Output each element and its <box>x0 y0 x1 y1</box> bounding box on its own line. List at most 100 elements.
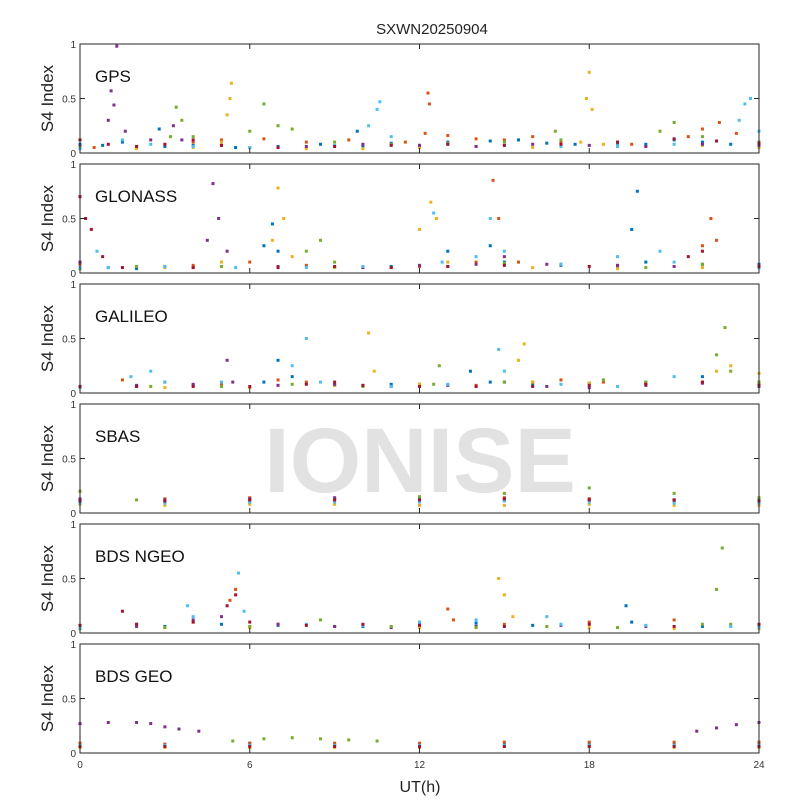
data-point <box>347 138 351 142</box>
data-point <box>502 503 506 507</box>
data-point <box>531 380 535 384</box>
data-point <box>248 744 252 748</box>
data-point <box>474 262 478 266</box>
data-point <box>191 144 195 148</box>
data-point <box>502 491 506 495</box>
data-point <box>290 127 294 131</box>
panel-gps: 0 0.5 1 S4 Index GPS <box>38 40 761 160</box>
data-point <box>672 260 676 264</box>
data-point <box>174 105 178 109</box>
data-point <box>378 100 382 104</box>
data-point <box>389 135 393 139</box>
series-4 <box>78 182 761 270</box>
data-point <box>474 144 478 148</box>
data-point <box>180 138 184 142</box>
data-point <box>276 124 280 128</box>
x-tick-label: 24 <box>753 760 765 771</box>
data-point <box>511 615 515 619</box>
data-point <box>304 382 308 386</box>
data-point <box>644 382 648 386</box>
data-point <box>616 267 620 271</box>
data-point <box>418 146 421 150</box>
data-point <box>715 726 719 730</box>
data-point <box>333 260 337 264</box>
data-point <box>474 384 478 388</box>
data-point <box>276 249 280 253</box>
series-3 <box>78 70 761 151</box>
data-point <box>231 380 235 384</box>
data-point <box>545 624 549 628</box>
data-point <box>389 384 393 388</box>
data-point <box>446 382 450 386</box>
panel-axes-box <box>79 43 760 154</box>
data-point <box>734 723 738 727</box>
data-point <box>248 260 252 264</box>
data-point <box>89 227 93 231</box>
data-point <box>361 147 365 151</box>
data-point <box>497 217 501 220</box>
data-point <box>290 364 294 368</box>
data-point <box>743 102 747 106</box>
data-point <box>418 382 421 386</box>
data-point <box>446 264 450 268</box>
y-axis-label: S4 Index <box>38 424 57 492</box>
data-point <box>219 143 223 147</box>
data-point <box>120 378 124 382</box>
data-point <box>700 127 704 131</box>
data-point <box>219 380 223 384</box>
y-tick-label: 0 <box>70 629 76 640</box>
data-point <box>700 380 704 384</box>
data-point <box>446 607 450 611</box>
data-point <box>502 624 506 628</box>
data-point <box>163 499 167 503</box>
data-point <box>587 386 591 390</box>
data-point <box>502 622 506 626</box>
data-point <box>149 369 153 373</box>
data-point <box>389 624 393 628</box>
panel-bds-ngeo: 0 0.5 1 S4 Index BDS NGEO <box>38 520 761 640</box>
data-point <box>191 382 195 386</box>
series-6 <box>78 211 761 270</box>
data-point <box>367 124 371 128</box>
data-point <box>579 140 583 144</box>
data-point <box>228 97 232 100</box>
data-point <box>672 744 676 748</box>
data-point <box>559 262 563 266</box>
data-point <box>587 502 591 506</box>
data-point <box>106 266 110 270</box>
data-point <box>248 741 252 745</box>
panel-galileo: 0 0.5 1 S4 Index GALILEO <box>38 280 761 400</box>
data-point <box>630 227 634 231</box>
y-tick-label: 0.5 <box>62 335 76 346</box>
data-point <box>418 503 421 507</box>
data-point <box>601 378 605 382</box>
data-point <box>333 498 337 502</box>
data-point <box>186 604 190 608</box>
data-point <box>432 211 436 215</box>
data-point <box>318 380 322 384</box>
data-point <box>497 347 501 351</box>
data-point <box>488 380 492 384</box>
data-point <box>545 141 549 145</box>
data-point <box>440 260 444 264</box>
data-point <box>644 142 648 146</box>
data-point <box>191 263 195 267</box>
data-point <box>587 264 591 268</box>
data-point <box>101 255 105 259</box>
data-point <box>559 382 563 386</box>
data-point <box>423 131 427 135</box>
data-point <box>531 384 535 388</box>
data-point <box>474 618 478 622</box>
data-point <box>372 369 376 373</box>
panel-label: GALILEO <box>95 307 168 326</box>
data-point <box>219 384 223 388</box>
data-point <box>717 120 721 124</box>
data-point <box>587 740 591 744</box>
data-point <box>672 264 676 268</box>
data-point <box>559 142 563 146</box>
data-point <box>205 238 209 242</box>
data-point <box>248 146 252 150</box>
data-point <box>418 626 421 630</box>
data-point <box>587 143 591 147</box>
data-point <box>451 618 455 622</box>
